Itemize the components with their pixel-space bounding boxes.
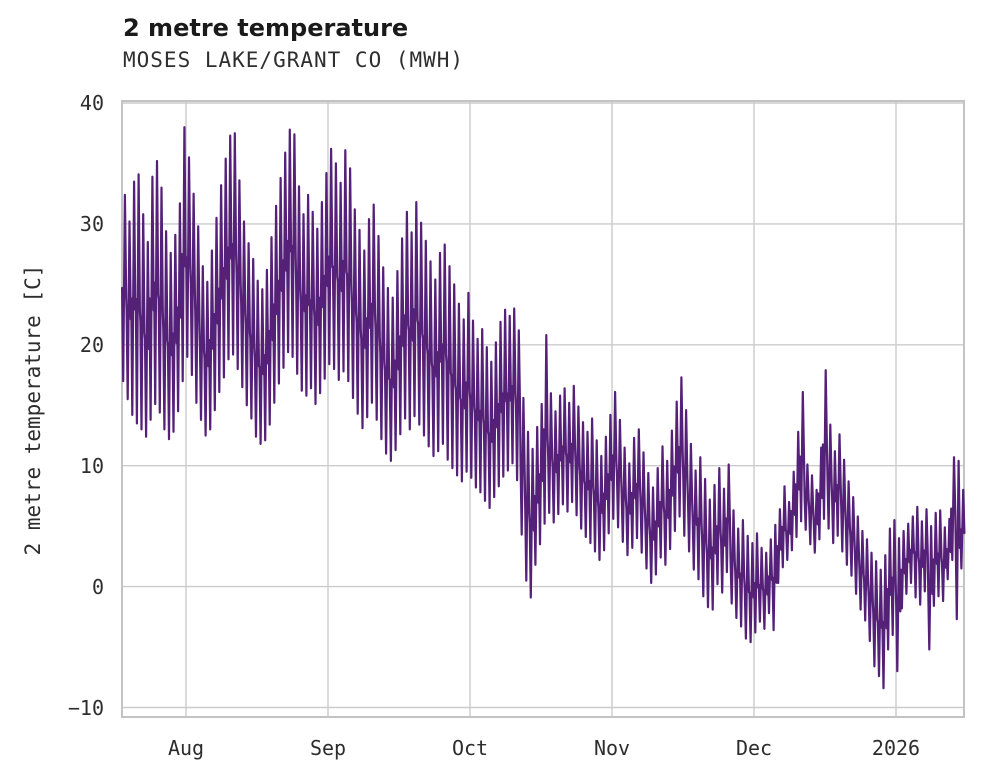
y-tick-label: 20	[79, 332, 104, 357]
x-tick-label: Dec	[735, 736, 773, 760]
y-tick-label: 0	[91, 574, 104, 599]
x-tick-label: Sep	[309, 736, 347, 760]
plot-border	[121, 100, 965, 718]
chart-subtitle: MOSES LAKE/GRANT CO (MWH)	[123, 48, 465, 72]
x-tick-label: 2026	[871, 736, 921, 760]
chart-title: 2 metre temperature	[123, 14, 409, 42]
x-tick-label: Aug	[167, 736, 205, 760]
x-tick-label: Oct	[451, 736, 489, 760]
y-tick-label: 40	[79, 91, 104, 115]
y-tick-label: 10	[79, 453, 104, 478]
x-tick-label: Nov	[593, 736, 631, 760]
temperature-series	[121, 126, 966, 690]
y-tick-label: 30	[79, 211, 104, 236]
y-tick-label: −10	[67, 695, 104, 720]
